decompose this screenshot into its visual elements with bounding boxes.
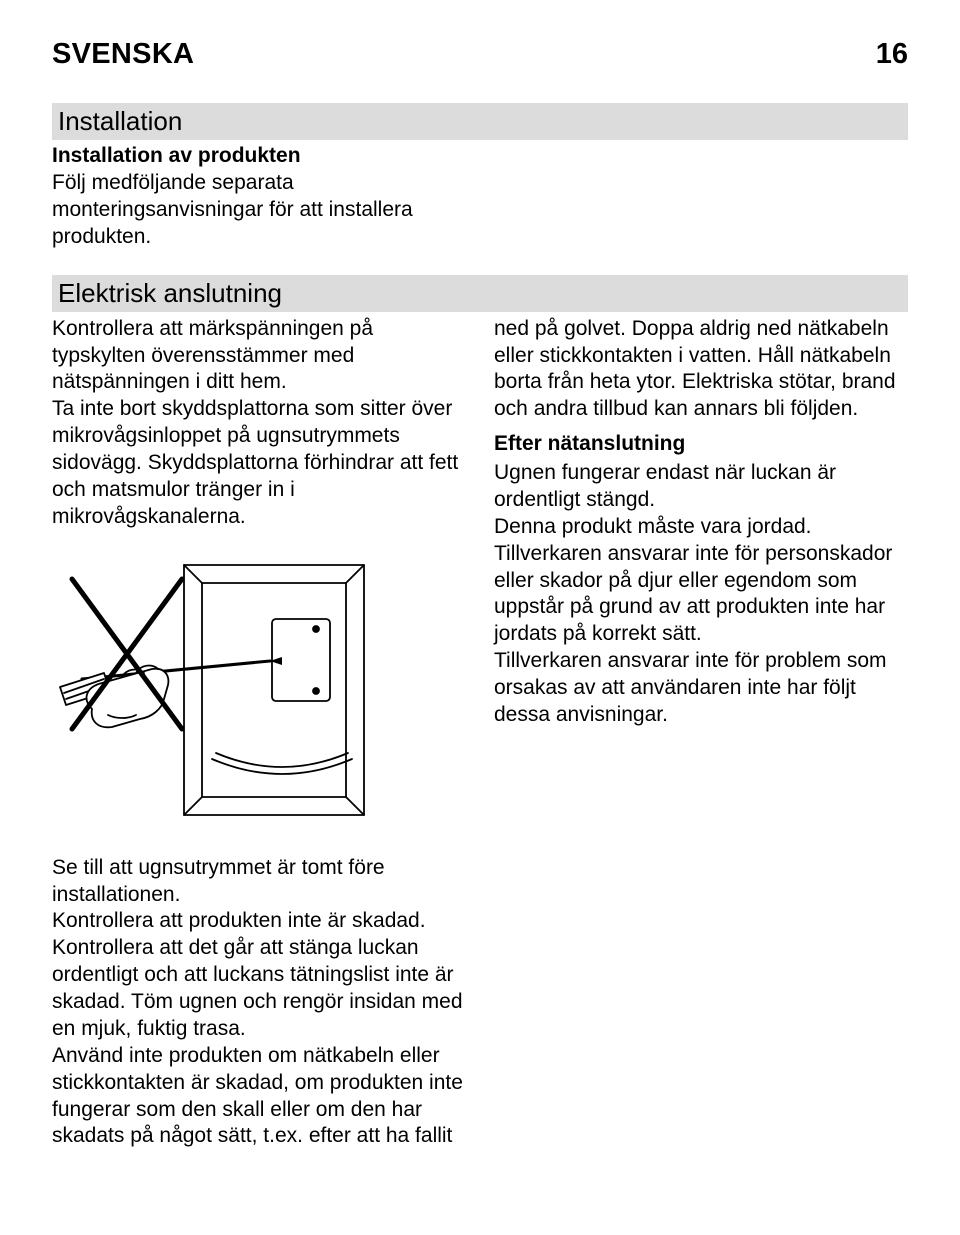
bottom-body: Se till att ugnsutrymmet är tomt före in… bbox=[52, 855, 466, 1151]
electrical-right-body: Ugnen fungerar endast när luckan är orde… bbox=[494, 460, 908, 729]
after-connection-subhead: Efter nätanslutning bbox=[494, 431, 908, 458]
installation-section: Installation Installation av produkten F… bbox=[52, 103, 908, 251]
bottom-right-empty bbox=[494, 855, 908, 1151]
electrical-columns: Kontrollera att märkspänningen på typsky… bbox=[52, 316, 908, 829]
installation-subhead: Installation av produkten bbox=[52, 144, 908, 168]
page-header: SVENSKA 16 bbox=[52, 38, 908, 71]
electrical-right-top: ned på golvet. Doppa aldrig ned nätkabel… bbox=[494, 316, 908, 424]
electrical-left-column: Kontrollera att märkspänningen på typsky… bbox=[52, 316, 466, 829]
installation-body: Följ medföljande separata monteringsanvi… bbox=[52, 170, 482, 251]
header-language: SVENSKA bbox=[52, 38, 194, 71]
header-page-number: 16 bbox=[876, 38, 908, 71]
electrical-right-column: ned på golvet. Doppa aldrig ned nätkabel… bbox=[494, 316, 908, 829]
bottom-row: Se till att ugnsutrymmet är tomt före in… bbox=[52, 855, 908, 1151]
installation-heading: Installation bbox=[52, 103, 908, 140]
microwave-diagram bbox=[52, 549, 372, 829]
electrical-left-body: Kontrollera att märkspänningen på typsky… bbox=[52, 316, 466, 531]
electrical-heading: Elektrisk anslutning bbox=[52, 275, 908, 312]
